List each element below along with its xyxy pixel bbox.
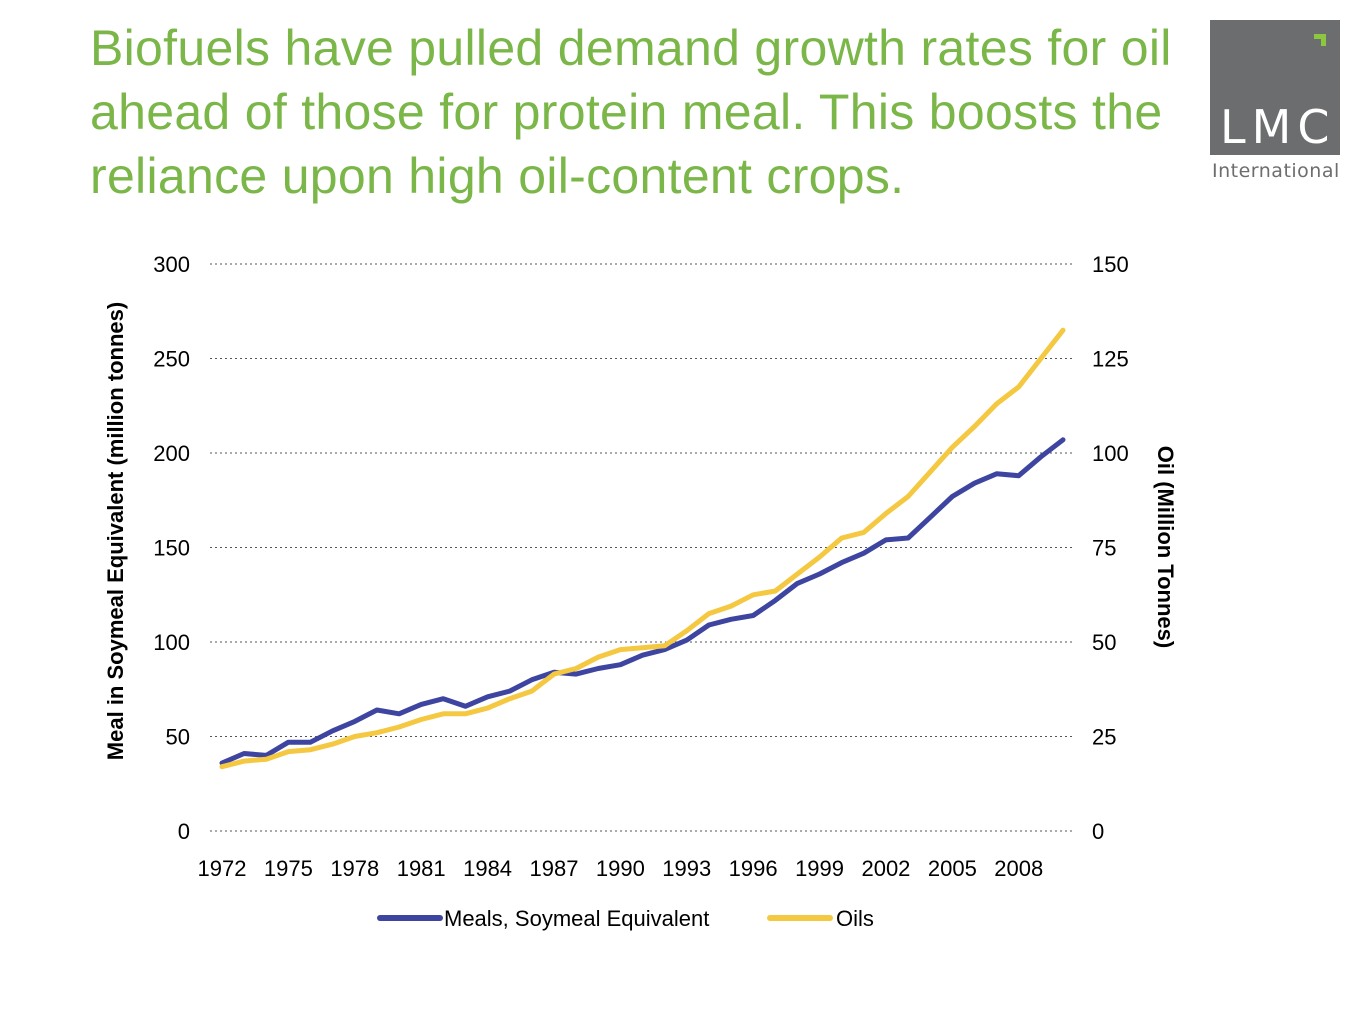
x-tick-label: 1987 (529, 856, 578, 881)
right-tick-label: 100 (1092, 441, 1129, 466)
logo-wordmark: LMC (1220, 100, 1336, 154)
x-tick-label: 1999 (795, 856, 844, 881)
right-axis-label: Oil (Million Tonnes) (1153, 446, 1178, 648)
left-tick-label: 100 (153, 630, 190, 655)
x-tick-label: 1975 (264, 856, 313, 881)
x-tick-label: 2005 (928, 856, 977, 881)
right-tick-label: 0 (1092, 819, 1104, 844)
legend-label-oils: Oils (836, 906, 874, 931)
logo-box: LMC (1210, 20, 1340, 155)
gridlines (210, 263, 1074, 832)
x-tick-label: 1978 (330, 856, 379, 881)
legend: Meals, Soymeal Equivalent Oils (377, 906, 874, 931)
legend-label-meals: Meals, Soymeal Equivalent (444, 906, 709, 931)
right-tick-label: 25 (1092, 725, 1116, 750)
left-axis-label: Meal in Soymeal Equivalent (million tonn… (103, 302, 128, 760)
right-tick-label: 75 (1092, 536, 1116, 561)
x-tick-label: 1996 (729, 856, 778, 881)
right-tick-label: 50 (1092, 630, 1116, 655)
right-tick-label: 125 (1092, 347, 1129, 372)
left-tick-label: 250 (153, 347, 190, 372)
left-tick-label: 0 (178, 819, 190, 844)
x-tick-label: 1972 (198, 856, 247, 881)
x-tick-label: 2002 (861, 856, 910, 881)
x-tick-label: 1993 (662, 856, 711, 881)
series-line-oils (219, 327, 1066, 770)
series-line-meals (219, 437, 1066, 766)
x-tick-label: 2008 (994, 856, 1043, 881)
left-axis-ticks: 0 50 100 150 200 250 300 (153, 252, 190, 844)
x-tick-label: 1984 (463, 856, 512, 881)
left-tick-label: 50 (166, 725, 190, 750)
x-tick-label: 1981 (397, 856, 446, 881)
right-tick-label: 150 (1092, 252, 1129, 277)
left-tick-label: 150 (153, 536, 190, 561)
lmc-logo: LMC International (1210, 20, 1340, 185)
slide-headline: Biofuels have pulled demand growth rates… (90, 20, 1172, 204)
left-tick-label: 200 (153, 441, 190, 466)
left-tick-label: 300 (153, 252, 190, 277)
right-axis-ticks: 0 25 50 75 100 125 150 (1092, 252, 1129, 844)
logo-subtitle: International (1212, 160, 1340, 182)
logo-corner-mark-icon (1314, 34, 1326, 46)
x-axis-ticks: 1972 1975 1978 1981 1984 1987 1990 1993 1996 1999… (198, 856, 1044, 881)
x-tick-label: 1990 (596, 856, 645, 881)
series-lines (219, 327, 1066, 770)
